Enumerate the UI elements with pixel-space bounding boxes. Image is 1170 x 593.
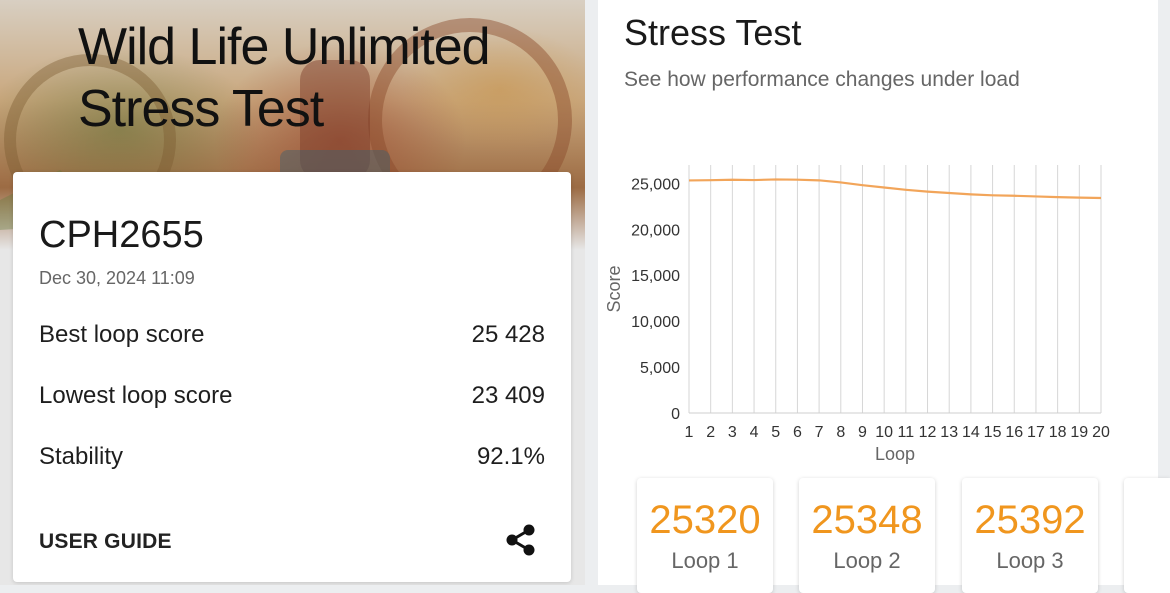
x-tick-label: 15 [984, 424, 1002, 441]
x-tick-label: 11 [898, 424, 915, 441]
y-tick-label: 25,000 [631, 176, 680, 193]
x-tick-label: 14 [962, 424, 980, 441]
share-button[interactable] [502, 521, 540, 559]
stability-value: 92.1% [477, 443, 545, 471]
best-loop-label: Best loop score [39, 321, 204, 349]
x-tick-label: 5 [771, 424, 780, 441]
loop-1-label: Loop 1 [637, 548, 773, 574]
score-card: CPH2655 Dec 30, 2024 11:09 Best loop sco… [13, 172, 571, 582]
x-axis-label: Loop [875, 444, 915, 464]
x-tick-label: 4 [750, 424, 759, 441]
x-tick-label: 20 [1092, 424, 1110, 441]
stability-row: Stability 92.1% [39, 441, 545, 473]
loop-2-score: 25348 [799, 498, 935, 543]
score-series-line [689, 179, 1101, 198]
test-date: Dec 30, 2024 11:09 [39, 268, 195, 289]
benchmark-title: Wild Life Unlimited Stress Test [78, 16, 490, 140]
title-line-1: Wild Life Unlimited [78, 18, 490, 76]
y-axis-label: Score [604, 265, 624, 312]
x-tick-label: 17 [1027, 424, 1045, 441]
loop-3-score: 25392 [962, 498, 1098, 543]
best-loop-row: Best loop score 25 428 [39, 319, 545, 351]
stress-test-title: Stress Test [624, 12, 801, 54]
x-tick-label: 19 [1070, 424, 1088, 441]
lowest-loop-label: Lowest loop score [39, 382, 232, 410]
y-tick-label: 10,000 [631, 314, 680, 331]
y-tick-label: 0 [671, 406, 680, 423]
device-name: CPH2655 [39, 214, 204, 257]
y-tick-label: 15,000 [631, 268, 680, 285]
x-tick-label: 10 [875, 424, 893, 441]
x-tick-label: 18 [1049, 424, 1067, 441]
lowest-loop-value: 23 409 [472, 382, 545, 410]
x-tick-label: 13 [940, 424, 958, 441]
result-panel: Wild Life Unlimited Stress Test CPH2655 … [0, 0, 585, 585]
x-tick-label: 1 [685, 424, 694, 441]
loop-3-label: Loop 3 [962, 548, 1098, 574]
x-tick-label: 12 [919, 424, 937, 441]
share-icon [502, 521, 540, 559]
stress-test-subtitle: See how performance changes under load [624, 68, 1020, 92]
x-tick-label: 7 [815, 424, 824, 441]
loop-card-3[interactable]: 25392 Loop 3 [962, 478, 1098, 593]
loop-card-1[interactable]: 25320 Loop 1 [637, 478, 773, 593]
y-tick-label: 5,000 [640, 360, 680, 377]
loop-1-score: 25320 [637, 498, 773, 543]
x-tick-label: 16 [1005, 424, 1023, 441]
loop-card-4-partial[interactable] [1124, 478, 1170, 593]
lowest-loop-row: Lowest loop score 23 409 [39, 380, 545, 412]
x-tick-label: 2 [706, 424, 715, 441]
best-loop-value: 25 428 [472, 321, 545, 349]
loop-2-label: Loop 2 [799, 548, 935, 574]
y-tick-label: 20,000 [631, 222, 680, 239]
loop-card-2[interactable]: 25348 Loop 2 [799, 478, 935, 593]
x-tick-label: 8 [836, 424, 845, 441]
x-tick-label: 9 [858, 424, 867, 441]
title-line-2: Stress Test [78, 80, 323, 138]
x-tick-label: 3 [728, 424, 737, 441]
stability-label: Stability [39, 443, 123, 471]
user-guide-link[interactable]: USER GUIDE [39, 530, 172, 554]
x-tick-label: 6 [793, 424, 802, 441]
